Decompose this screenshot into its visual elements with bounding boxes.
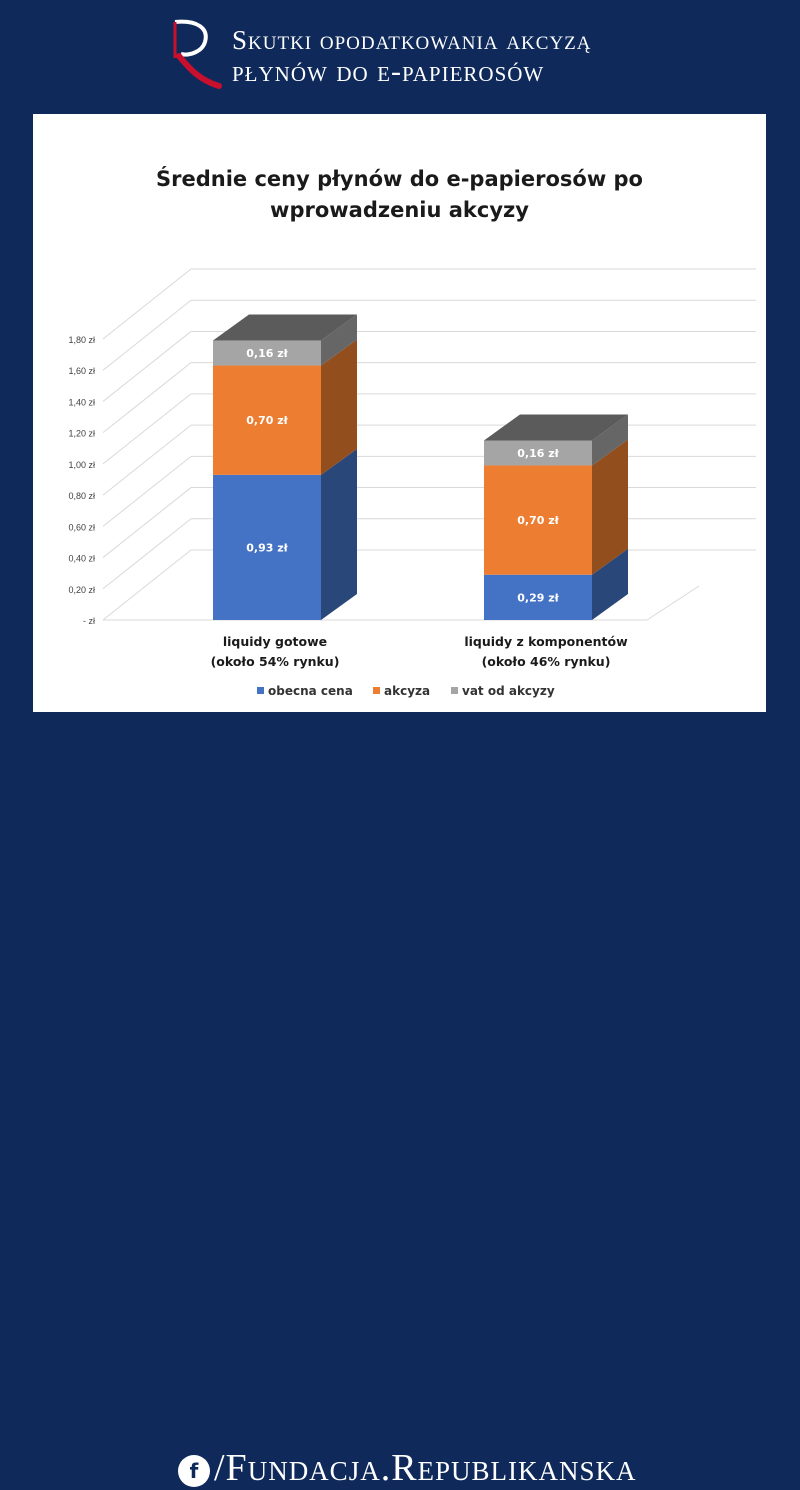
data-label: 0,70 zł (246, 414, 288, 427)
y-tick-label: 0,80 zł (68, 491, 95, 501)
stacked-3d-bar-chart: - zł 0,20 zł 0,40 zł 0,60 zł 0,80 zł 1,00 zł 1… (68, 268, 756, 698)
gridline-depth (102, 331, 192, 402)
gridline-depth (102, 455, 192, 527)
bar-segment (484, 574, 592, 620)
gridline-depth (102, 299, 192, 371)
gridline-depth (102, 549, 192, 621)
legend-label: akcyza (384, 684, 430, 698)
bar-segment-side (321, 448, 357, 620)
gridline-depth (102, 518, 192, 590)
bar-segment (213, 365, 321, 475)
header: Skutki opodatkowania akcyzą płynów do e-… (0, 0, 800, 110)
gridline-depth (102, 362, 192, 434)
legend-label: obecna cena (268, 684, 353, 698)
y-tick-label: 1,60 zł (68, 366, 95, 376)
legend-swatch (257, 687, 264, 694)
data-label: 0,16 zł (246, 347, 288, 360)
data-label: 0,93 zł (246, 541, 288, 554)
chart-title-line1: Średnie ceny płynów do e-papierosów po (156, 167, 643, 191)
y-tick-label: 1,80 zł (68, 335, 95, 345)
legend-swatch (373, 687, 380, 694)
legend-label: vat od akcyzy (462, 684, 555, 698)
y-tick-label: 0,40 zł (68, 554, 95, 564)
republikanska-logo-icon (173, 19, 222, 89)
bar-segment-side (592, 414, 628, 466)
y-tick-label: 0,20 zł (68, 585, 95, 595)
header-title-line2: płynów do e-papierosów (232, 55, 545, 88)
chart-title: Średnie ceny płynów do e-papierosów po w… (33, 164, 766, 226)
footer: f /Fundacja.Republikanska (0, 712, 800, 1489)
header-title-line1: Skutki opodatkowania akcyzą (232, 25, 592, 55)
bar-segment (213, 474, 321, 620)
facebook-icon[interactable]: f (178, 1455, 210, 1487)
bar-top (213, 314, 357, 341)
x-category-label: liquidy gotowe (223, 634, 327, 649)
y-tick-label: 1,20 zł (68, 429, 95, 439)
gridline-depth (102, 268, 192, 340)
gridline-depth (102, 424, 192, 496)
gridline-depth (102, 487, 192, 558)
bar-segment-side (321, 339, 357, 475)
bar-segment (484, 440, 592, 466)
footer-handle[interactable]: /Fundacja.Republikanska (214, 1447, 637, 1489)
legend-swatch (451, 687, 458, 694)
x-category-sublabel: (około 46% rynku) (482, 654, 611, 669)
bar-segment (484, 465, 592, 575)
y-tick-label: 1,00 zł (68, 460, 95, 470)
bar-segment-side (592, 439, 628, 575)
y-tick-label: 0,60 zł (68, 522, 95, 532)
y-tick-label: - zł (83, 616, 95, 626)
floor-right-edge (646, 585, 700, 621)
chart-title-line2: wprowadzeniu akcyzy (270, 198, 529, 222)
bar-segment (213, 340, 321, 366)
bar-segment-side (592, 548, 628, 620)
gridline-depth (102, 393, 192, 465)
data-label: 0,29 zł (517, 591, 559, 604)
bar-segment-side (321, 314, 357, 366)
data-label: 0,70 zł (517, 514, 559, 527)
bar-top (484, 414, 628, 441)
x-category-sublabel: (około 54% rynku) (211, 654, 340, 669)
chart-card: Średnie ceny płynów do e-papierosów po w… (33, 114, 766, 712)
data-label: 0,16 zł (517, 447, 559, 460)
x-category-label: liquidy z komponentów (464, 634, 628, 649)
header-title: Skutki opodatkowania akcyzą płynów do e-… (232, 24, 592, 88)
y-tick-label: 1,40 zł (68, 397, 95, 407)
